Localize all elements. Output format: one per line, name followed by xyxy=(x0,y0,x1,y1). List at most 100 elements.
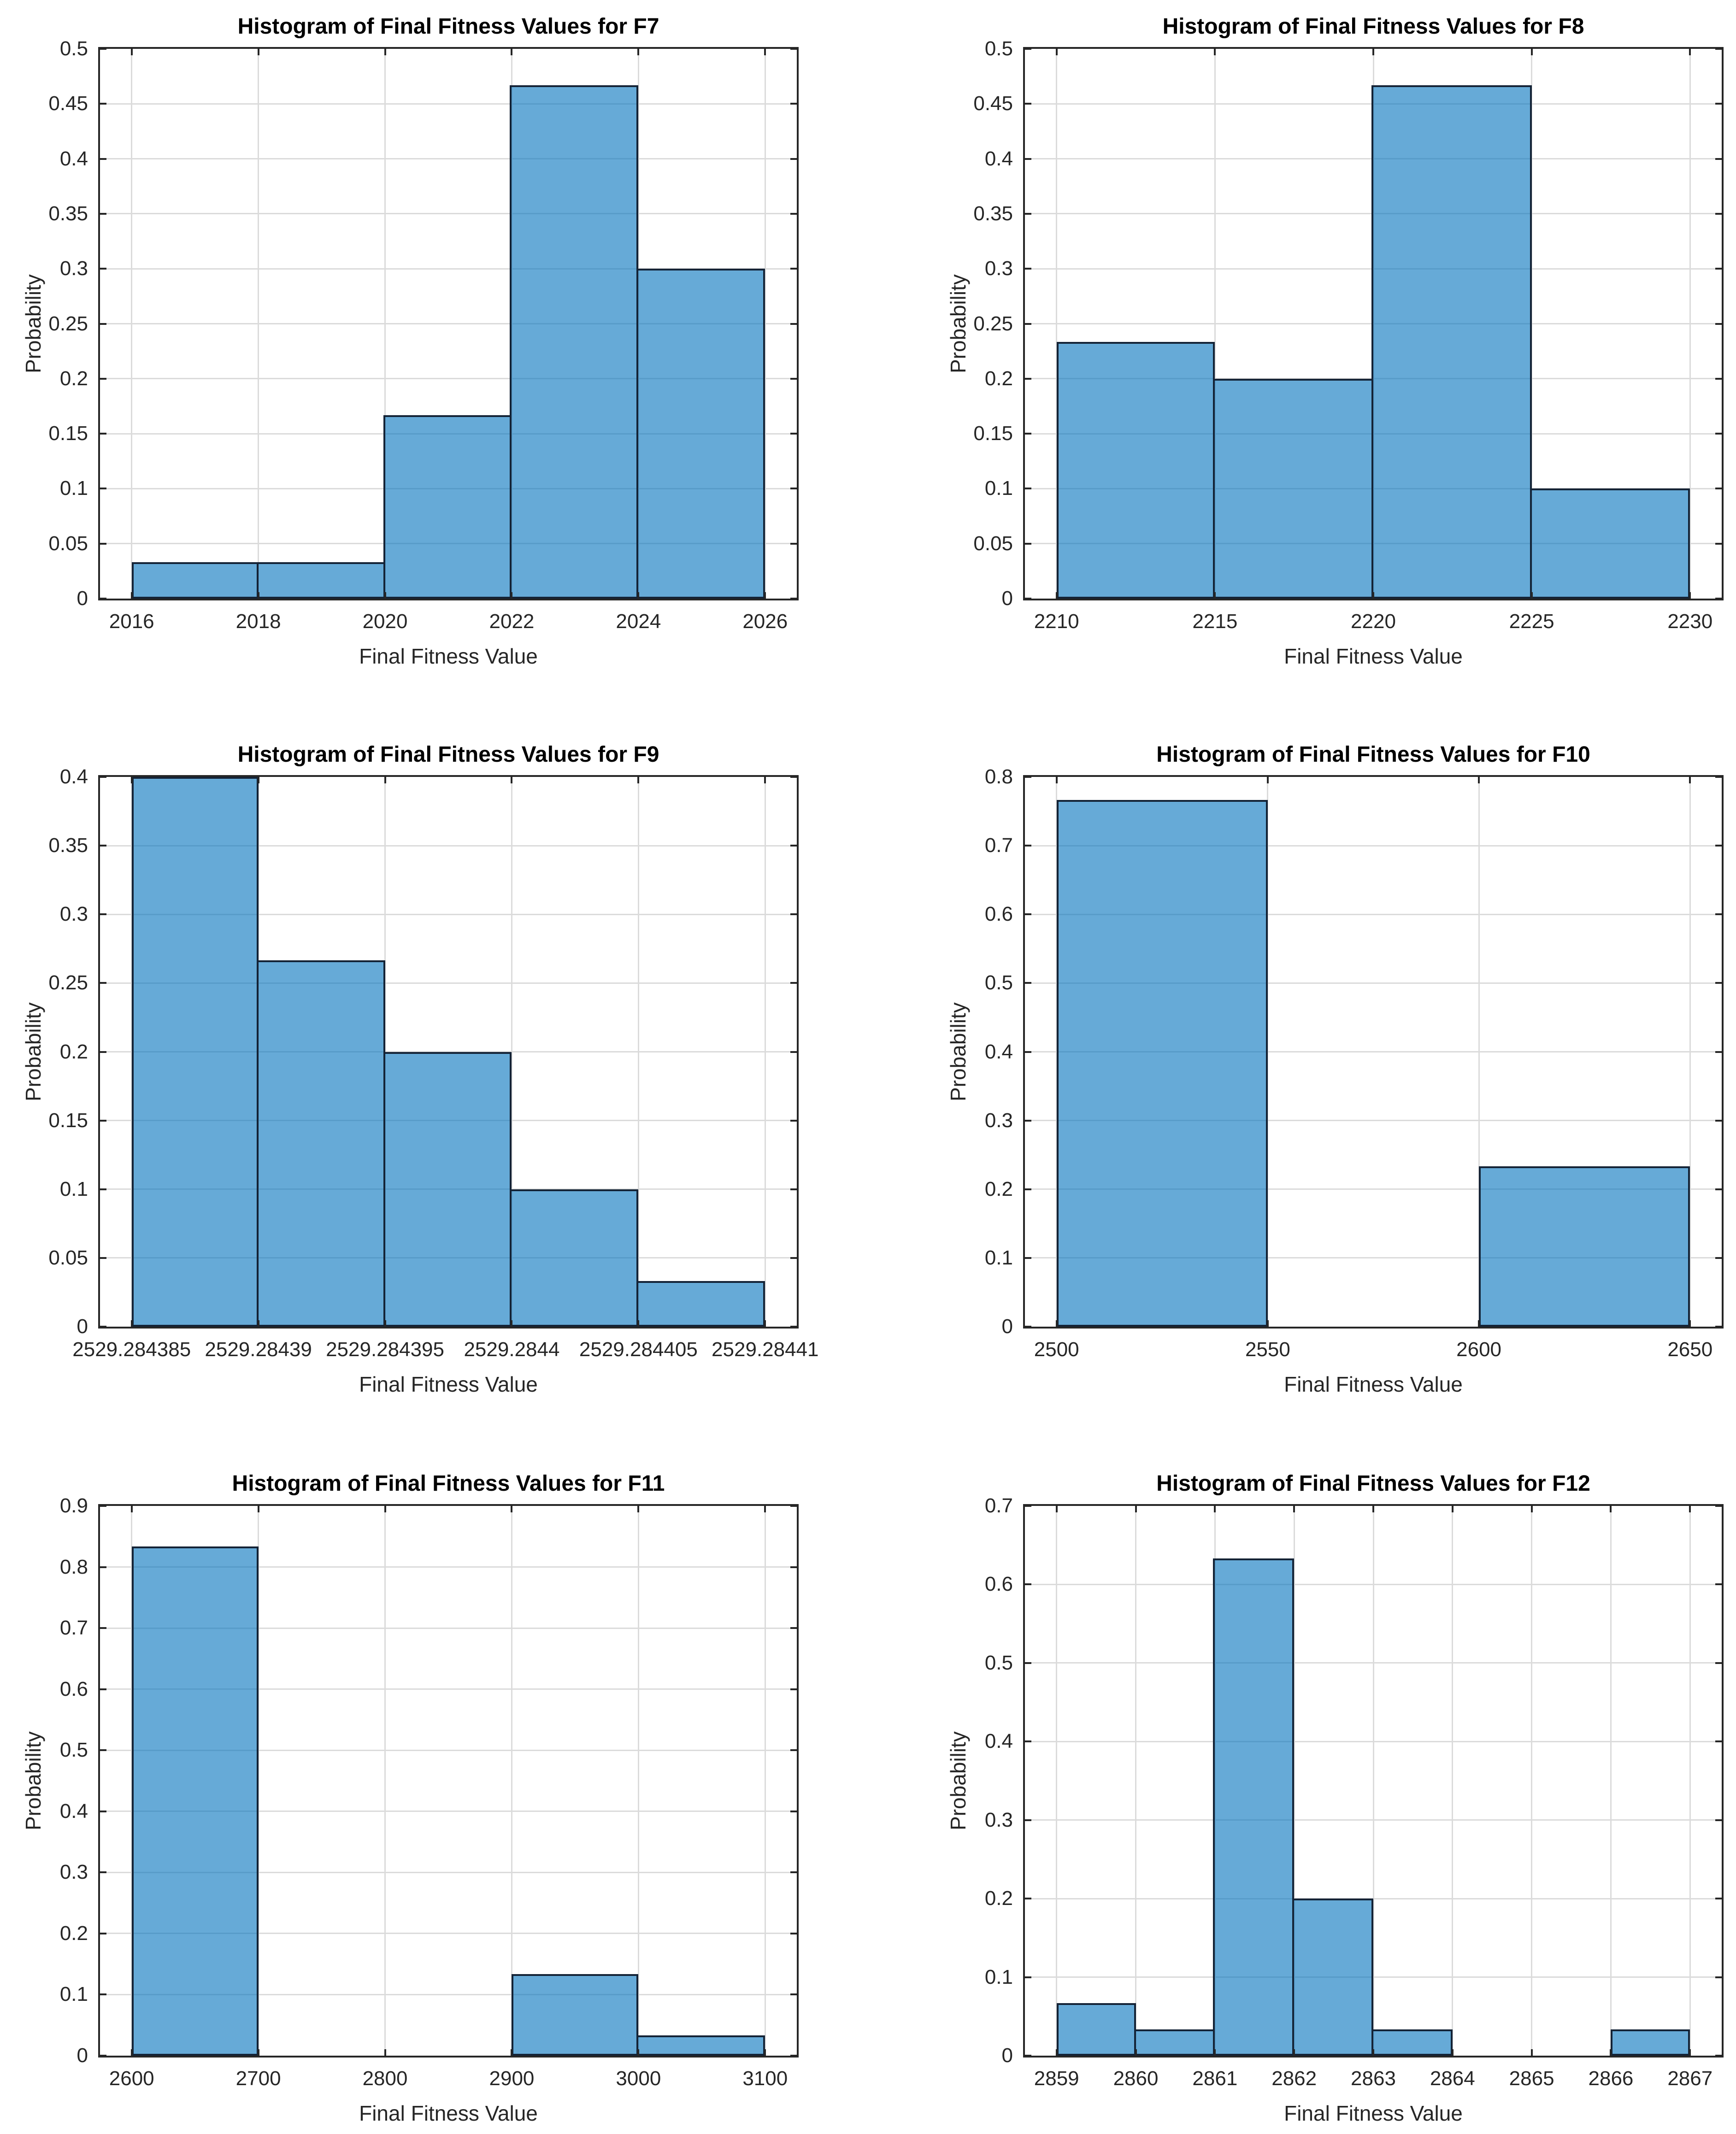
y-tick-label: 0.4 xyxy=(59,147,88,170)
y-tick-label: 0.35 xyxy=(48,834,88,857)
x-gridline xyxy=(764,49,766,599)
y-gridline xyxy=(1025,488,1722,489)
histogram-bar xyxy=(383,1052,512,1327)
y-tick-mark xyxy=(100,158,106,160)
y-tick-mark xyxy=(1025,1051,1031,1053)
x-tick-mark xyxy=(764,1506,766,1512)
y-axis-label-f8: Probability xyxy=(946,274,970,373)
y-tick-mark xyxy=(100,48,106,50)
x-tick-mark xyxy=(764,592,766,599)
y-tick-label: 0.7 xyxy=(59,1617,88,1640)
x-tick-mark xyxy=(257,592,259,599)
x-gridline xyxy=(511,49,512,599)
y-tick-mark xyxy=(100,1326,106,1328)
y-tick-mark xyxy=(1715,913,1722,916)
y-gridline xyxy=(1025,1898,1722,1899)
y-tick-label: 0.5 xyxy=(984,1651,1013,1674)
x-tick-mark xyxy=(637,2049,640,2056)
y-tick-mark xyxy=(1715,103,1722,105)
x-tick-mark xyxy=(130,592,133,599)
y-tick-mark xyxy=(790,103,797,105)
y-tick-label: 0.1 xyxy=(984,1246,1013,1269)
x-tick-mark xyxy=(511,2049,513,2056)
y-tick-mark xyxy=(100,845,106,847)
x-tick-mark xyxy=(1135,1506,1137,1512)
x-tick-label: 2215 xyxy=(1192,610,1238,633)
x-tick-label: 2550 xyxy=(1245,1338,1290,1361)
x-tick-mark xyxy=(1055,592,1058,599)
x-tick-label: 2529.28439 xyxy=(205,1338,312,1361)
x-tick-label: 2026 xyxy=(742,610,788,633)
y-gridline xyxy=(100,1749,797,1751)
y-tick-label: 0.35 xyxy=(48,202,88,225)
x-gridline xyxy=(1372,1506,1374,2056)
x-tick-label: 2650 xyxy=(1667,1338,1713,1361)
y-tick-mark xyxy=(790,377,797,380)
y-tick-mark xyxy=(1025,2055,1031,2057)
x-tick-label: 2529.284395 xyxy=(326,1338,444,1361)
x-tick-mark xyxy=(764,49,766,55)
y-tick-mark xyxy=(1715,2055,1722,2057)
y-tick-mark xyxy=(1025,48,1031,50)
y-tick-label: 0.05 xyxy=(48,1246,88,1269)
y-tick-label: 0.3 xyxy=(59,257,88,280)
y-tick-label: 0 xyxy=(1001,2044,1013,2067)
x-gridline xyxy=(1452,1506,1454,2056)
y-tick-label: 0 xyxy=(77,587,88,610)
y-tick-mark xyxy=(1025,1257,1031,1259)
histogram-bar xyxy=(1611,2029,1690,2056)
y-tick-mark xyxy=(1025,1898,1031,1900)
x-tick-label: 2600 xyxy=(109,2067,154,2090)
x-gridline xyxy=(764,777,766,1327)
y-tick-mark xyxy=(1715,982,1722,984)
x-gridline xyxy=(1372,49,1374,599)
y-gridline xyxy=(1025,1819,1722,1821)
y-tick-mark xyxy=(790,1188,797,1190)
x-tick-mark xyxy=(1055,2049,1058,2056)
y-tick-mark xyxy=(100,1566,106,1568)
y-tick-mark xyxy=(1715,1326,1722,1328)
x-gridline xyxy=(131,1506,133,2056)
x-tick-label: 2529.284405 xyxy=(579,1338,698,1361)
y-gridline xyxy=(1025,268,1722,270)
x-gridline xyxy=(637,49,639,599)
x-tick-mark xyxy=(257,1506,259,1512)
y-tick-mark xyxy=(1025,212,1031,215)
x-tick-mark xyxy=(130,1320,133,1327)
x-gridline xyxy=(384,49,386,599)
x-tick-label: 2861 xyxy=(1192,2067,1238,2090)
histogram-bar xyxy=(256,562,385,599)
y-tick-label: 0.3 xyxy=(984,257,1013,280)
histogram-bar xyxy=(636,1281,765,1327)
y-gridline xyxy=(100,1566,797,1568)
y-gridline xyxy=(100,543,797,545)
x-gridline xyxy=(764,1506,766,2056)
y-tick-mark xyxy=(1715,48,1722,50)
y-tick-mark xyxy=(790,48,797,50)
x-gridline xyxy=(511,1506,512,2056)
y-tick-mark xyxy=(1025,377,1031,380)
y-gridline xyxy=(100,378,797,380)
y-gridline xyxy=(1025,213,1722,215)
chart-title-f9: Histogram of Final Fitness Values for F9 xyxy=(237,742,659,767)
y-tick-label: 0.4 xyxy=(59,765,88,788)
y-gridline xyxy=(100,1627,797,1629)
x-tick-mark xyxy=(1689,777,1691,783)
y-tick-mark xyxy=(790,1566,797,1568)
y-tick-mark xyxy=(1025,268,1031,270)
x-gridline xyxy=(258,49,259,599)
y-tick-mark xyxy=(790,212,797,215)
x-tick-mark xyxy=(384,777,386,783)
y-gridline xyxy=(1025,913,1722,915)
y-tick-label: 0.3 xyxy=(59,1861,88,1884)
x-gridline xyxy=(1293,1506,1295,2056)
y-tick-label: 0.6 xyxy=(984,1573,1013,1596)
y-tick-mark xyxy=(100,1810,106,1812)
y-gridline xyxy=(1025,378,1722,380)
y-tick-mark xyxy=(790,1119,797,1122)
x-tick-label: 2529.2844 xyxy=(464,1338,560,1361)
plot-area-f11 xyxy=(98,1504,799,2058)
y-gridline xyxy=(1025,982,1722,984)
histogram-bar xyxy=(1134,2029,1215,2056)
y-gridline xyxy=(1025,158,1722,160)
